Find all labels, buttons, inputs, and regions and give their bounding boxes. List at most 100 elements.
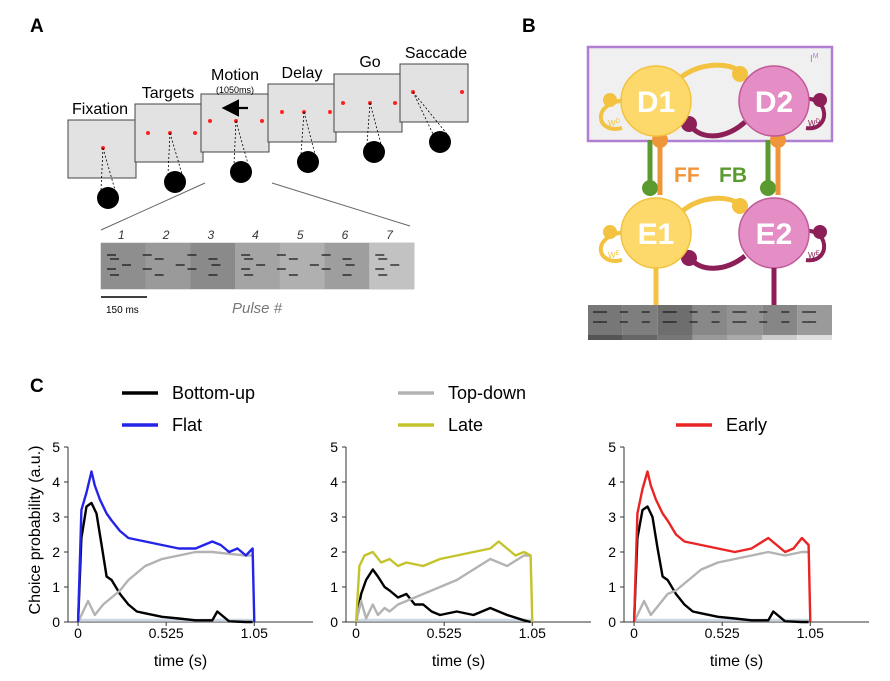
target-dot <box>280 110 284 114</box>
y-tick-label: 0 <box>608 614 616 630</box>
d1-self-terminal <box>603 93 617 107</box>
pulse-number-6: 6 <box>342 228 349 242</box>
target-dot <box>146 131 150 135</box>
epoch-label-5: Go <box>359 54 380 71</box>
e1-self-terminal <box>603 225 617 239</box>
x-tick-label: 0.525 <box>149 625 184 641</box>
chart-2: 0 1 2 3 4 5 0 0.525 1.05 time (s) <box>330 439 591 670</box>
e2-to-e1-terminal <box>681 250 697 266</box>
screen-4 <box>267 83 337 143</box>
target-dot <box>328 110 332 114</box>
fb-terminal-1 <box>642 180 658 196</box>
e2-self-terminal <box>813 225 827 239</box>
screen-3 <box>200 93 270 153</box>
stim-block-1 <box>588 305 623 335</box>
stim-gradient-6 <box>762 335 798 340</box>
series-late-line <box>354 540 534 623</box>
gaze-line <box>100 147 104 191</box>
pulse-number-2: 2 <box>162 228 170 242</box>
stim-gradient-2 <box>622 335 658 340</box>
pulse-block-1 <box>101 243 146 289</box>
node-d2-label: D2 <box>755 86 793 119</box>
y-tick-label: 3 <box>608 509 616 525</box>
x-tick-label: 1.05 <box>241 625 268 641</box>
zoom-line-right <box>271 182 411 227</box>
y-tick-label: 0 <box>330 614 338 630</box>
head-icon <box>97 187 119 209</box>
target-dot <box>193 131 197 135</box>
gaze-line <box>300 111 305 155</box>
pulse-number-3: 3 <box>207 228 214 242</box>
epoch-label-4: Delay <box>282 65 323 82</box>
y-tick-label: 5 <box>52 439 60 455</box>
e1-self-loop <box>598 230 631 263</box>
gaze-line <box>169 132 183 175</box>
legend-label-flat: Flat <box>172 415 202 435</box>
x-axis-label: time (s) <box>710 653 763 670</box>
stim-block-5 <box>727 305 763 335</box>
y-tick-label: 5 <box>608 439 616 455</box>
head-icon <box>297 151 319 173</box>
legend-label-top-down: Top-down <box>448 383 526 403</box>
target-dot <box>341 101 345 105</box>
y-tick-label: 2 <box>52 544 60 560</box>
x-tick-label: 0 <box>74 625 82 641</box>
pulse-number-1: 1 <box>118 228 125 242</box>
x-tick-label: 0 <box>352 625 360 641</box>
pulse-block-2 <box>145 243 191 289</box>
fb-label: FB <box>719 164 747 187</box>
gaze-line <box>235 120 249 165</box>
pulse-block-7 <box>369 243 414 289</box>
epoch-label-6: Saccade <box>405 45 467 62</box>
task-schematic: Fixation Targets Motion Delay Go Saccade (1050… <box>67 45 469 209</box>
e2-to-e1-inhibition <box>687 253 747 271</box>
legend-label-early: Early <box>726 415 767 435</box>
gaze-line <box>233 120 237 165</box>
y-tick-label: 1 <box>608 579 616 595</box>
y-tick-label: 1 <box>330 579 338 595</box>
series-early-line <box>632 470 812 623</box>
pulse-axis-label: Pulse # <box>232 300 283 317</box>
head-icon <box>230 161 252 183</box>
series-top-down-line <box>77 550 253 623</box>
pulse-block-3 <box>190 243 236 289</box>
series-top-down-line <box>354 554 531 623</box>
series-bottom-up-line <box>354 568 531 624</box>
x-axis-label: time (s) <box>432 653 485 670</box>
epoch-label-1: Fixation <box>72 101 128 118</box>
stim-block-4 <box>692 305 728 335</box>
x-tick-label: 1.05 <box>519 625 546 641</box>
y-tick-label: 3 <box>52 509 60 525</box>
chart-3: 0 1 2 3 4 5 0 0.525 1.05 time (s) <box>608 439 869 670</box>
stim-gradient-5 <box>727 335 763 340</box>
network-stimulus-strip <box>588 305 832 340</box>
e1-to-e2-excitation <box>678 195 742 215</box>
we-label-1: WE <box>608 251 620 260</box>
d2-self-terminal <box>813 93 827 107</box>
head-icon <box>164 171 186 193</box>
gaze-line <box>102 147 116 191</box>
charts: 0 1 2 3 4 5 0 0.525 1.05 time (s) Choice probabili… <box>27 439 869 670</box>
node-e1-label: E1 <box>638 218 675 251</box>
d1-self-loop <box>598 98 631 131</box>
gaze-line <box>369 102 382 145</box>
scale-bar-label: 150 ms <box>106 305 139 316</box>
x-tick-label: 0.525 <box>705 625 740 641</box>
y-tick-label: 2 <box>608 544 616 560</box>
legend-label-late: Late <box>448 415 483 435</box>
x-tick-label: 0 <box>630 625 638 641</box>
wd-label-1: WD <box>608 119 621 128</box>
pulse-block-5 <box>279 243 325 289</box>
pulse-block-6 <box>324 243 370 289</box>
pulse-number-5: 5 <box>297 228 304 242</box>
y-tick-label: 3 <box>330 509 338 525</box>
x-tick-label: 0.525 <box>427 625 462 641</box>
series-flat-line <box>76 470 256 623</box>
stim-gradient-7 <box>797 335 832 340</box>
y-tick-label: 4 <box>330 474 338 490</box>
pulse-strip: 1 2 3 4 5 6 7 150 ms Pulse # <box>100 228 415 317</box>
fb-terminal-2 <box>760 180 776 196</box>
y-tick-label: 5 <box>330 439 338 455</box>
gaze-line <box>303 111 316 155</box>
ff-label: FF <box>674 164 700 187</box>
